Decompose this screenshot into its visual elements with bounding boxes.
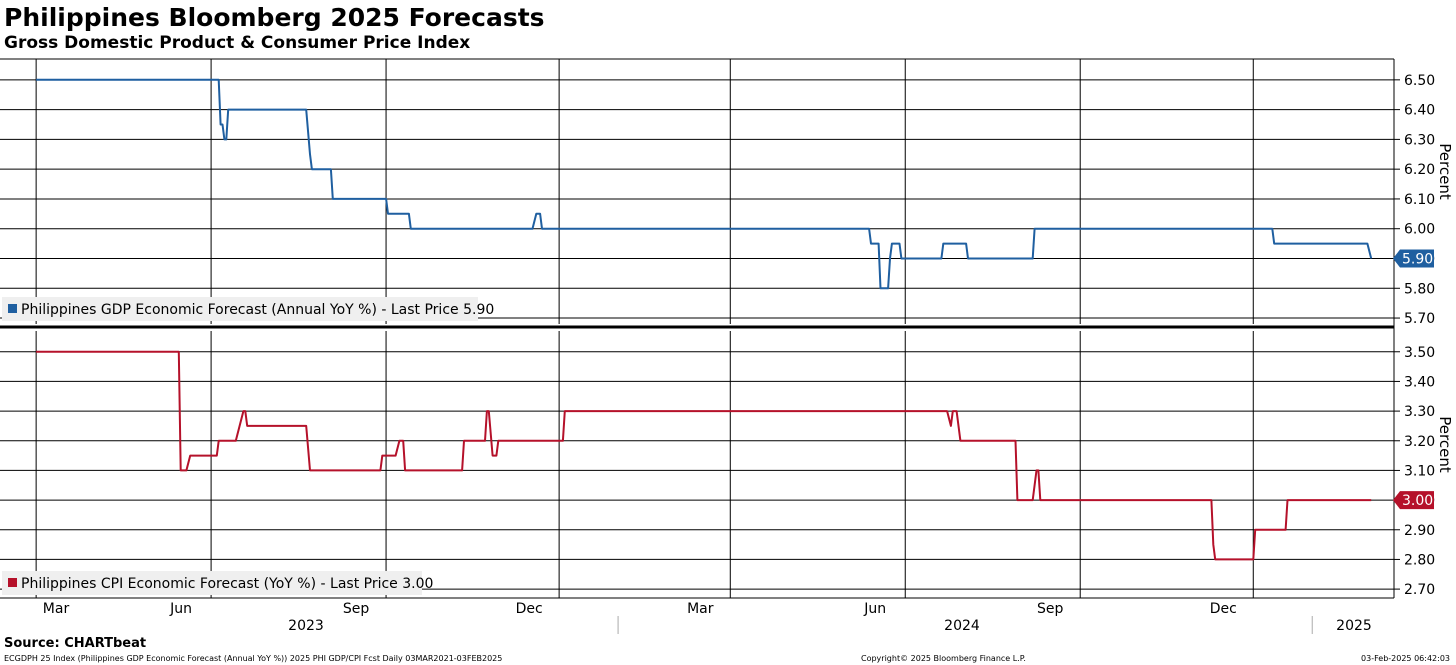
x-tick-label: Dec: [1210, 601, 1237, 617]
x-year-label: 2023: [288, 618, 324, 634]
gdp-legend-box: [2, 297, 478, 321]
gdp-y-tick-label: 6.50: [1404, 73, 1435, 89]
gdp-last-price-label: 5.90: [1402, 251, 1433, 267]
x-tick-label: Jun: [169, 601, 192, 617]
x-year-label: 2025: [1336, 618, 1372, 634]
x-tick-label: Dec: [516, 601, 543, 617]
cpi-y-axis-title: Percent: [1436, 416, 1454, 473]
cpi-y-tick-label: 3.40: [1404, 374, 1435, 390]
cpi-series-line: [36, 350, 1372, 561]
source-note: Source: CHARTbeat: [4, 636, 147, 651]
cpi-last-price-label: 3.00: [1402, 493, 1433, 509]
cpi-legend-swatch: [8, 578, 17, 587]
cpi-y-tick-label: 3.20: [1404, 434, 1435, 450]
gdp-legend-swatch: [8, 304, 17, 313]
gdp-last-price-tag: [1393, 249, 1434, 268]
gdp-legend-label: Philippines GDP Economic Forecast (Annua…: [21, 302, 494, 318]
cpi-y-tick-label: 3.50: [1404, 345, 1435, 361]
x-tick-label: Jun: [863, 601, 886, 617]
chart-title: Philippines Bloomberg 2025 Forecasts: [4, 3, 545, 32]
x-year-label: 2024: [944, 618, 980, 634]
x-tick-label: Sep: [343, 601, 370, 617]
gdp-y-tick-label: 6.00: [1404, 222, 1435, 238]
gdp-y-tick-label: 6.40: [1404, 103, 1435, 119]
footer-copyright: Copyright© 2025 Bloomberg Finance L.P.: [861, 654, 1026, 663]
footer-index-info: ECGDPH 25 Index (Philippines GDP Economi…: [4, 654, 503, 663]
cpi-legend-box: [2, 571, 422, 595]
x-tick-label: Sep: [1037, 601, 1064, 617]
cpi-y-tick-label: 3.10: [1404, 463, 1435, 479]
x-tick-label: Mar: [43, 601, 70, 617]
gdp-series-line: [36, 78, 1373, 290]
cpi-y-tick-label: 3.30: [1404, 404, 1435, 420]
cpi-y-tick-label: 2.90: [1404, 523, 1435, 539]
gdp-y-tick-label: 5.70: [1404, 311, 1435, 327]
footer-timestamp: 03-Feb-2025 06:42:03: [1361, 654, 1450, 663]
cpi-legend-label: Philippines CPI Economic Forecast (YoY %…: [21, 576, 433, 592]
x-tick-label: Mar: [687, 601, 714, 617]
gdp-y-tick-label: 6.10: [1404, 192, 1435, 208]
cpi-last-price-tag: [1393, 491, 1434, 510]
gdp-y-tick-label: 5.80: [1404, 281, 1435, 297]
chart-subtitle: Gross Domestic Product & Consumer Price …: [4, 33, 471, 53]
cpi-y-tick-label: 2.70: [1404, 582, 1435, 598]
gdp-y-tick-label: 6.30: [1404, 132, 1435, 148]
gdp-y-axis-title: Percent: [1436, 143, 1454, 200]
gdp-y-tick-label: 6.20: [1404, 162, 1435, 178]
cpi-y-tick-label: 2.80: [1404, 552, 1435, 568]
